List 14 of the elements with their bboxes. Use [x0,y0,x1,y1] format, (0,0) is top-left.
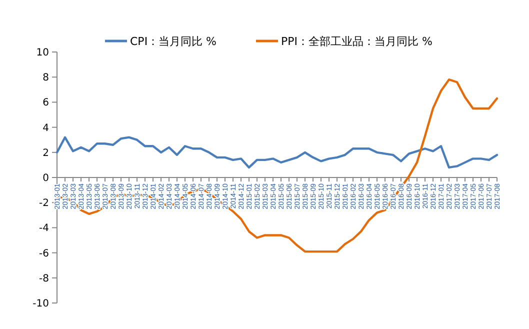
y-tick-label: 2 [42,148,49,159]
y-tick-label: 10 [36,48,49,58]
y-tick-label: -2 [39,198,49,210]
y-tick-label: 4 [42,122,49,134]
y-tick-label: 0 [42,173,49,184]
legend-label: PPI：全部工业品：当月同比 % [281,35,432,48]
y-tick-label: -4 [39,223,49,234]
line-series [56,136,498,169]
y-tick-label: -10 [32,298,49,310]
y-tick-label: 6 [42,98,49,109]
y-tick-label: -8 [39,273,49,284]
y-tick-label: -6 [39,248,49,260]
legend-label: CPI：当月同比 % [130,35,217,48]
y-tick-label: 8 [42,72,49,84]
